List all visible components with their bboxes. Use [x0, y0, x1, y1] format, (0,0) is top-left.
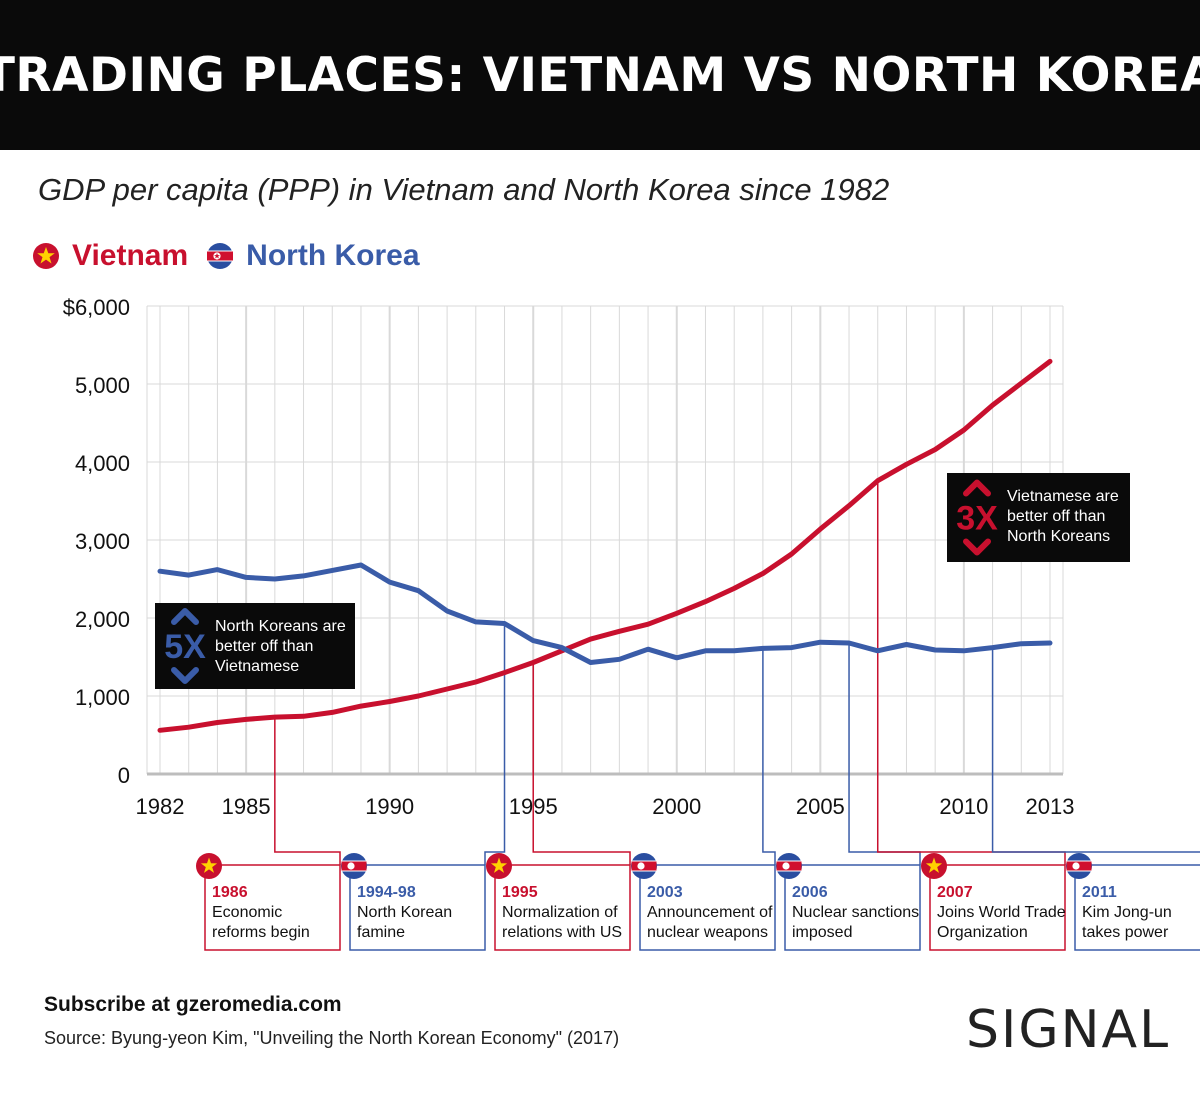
- arrow-down-icon: [963, 538, 991, 556]
- event-description-line: North Korean: [357, 904, 452, 921]
- grid: [146, 305, 1064, 774]
- source-text: Source: Byung-yeon Kim, "Unveiling the N…: [44, 1028, 620, 1048]
- flag-white-disc: [637, 862, 645, 870]
- callout-background: [947, 473, 1130, 562]
- legend-label-vietnam: Vietnam: [72, 239, 189, 272]
- event-box-1994-98: 1994-98 North Korean famine: [341, 853, 486, 951]
- x-tick-label: 2010: [939, 794, 988, 819]
- event-connector-1986: [274, 717, 341, 865]
- event-connector-2006: [848, 642, 921, 865]
- arrow-up-icon: [963, 479, 991, 497]
- chart-subtitle: GDP per capita (PPP) in Vietnam and Nort…: [38, 172, 890, 207]
- vietnam-star-icon: [490, 857, 508, 873]
- legend-label-north-korea: North Korea: [246, 239, 420, 272]
- event-box-border: [349, 864, 486, 951]
- y-tick-label: 2,000: [75, 607, 130, 632]
- event-description-line: nuclear weapons: [647, 924, 768, 941]
- event-year: 1994-98: [357, 884, 416, 901]
- event-box-1995: 1995 Normalization of relations with US: [486, 853, 631, 951]
- event-description-line: Normalization of: [502, 904, 618, 921]
- event-description-line: relations with US: [502, 924, 622, 941]
- event-description-line: Announcement of: [647, 904, 773, 921]
- event-year: 2007: [937, 884, 973, 901]
- x-tick-label: 1982: [136, 794, 185, 819]
- y-tick-label: 3,000: [75, 529, 130, 554]
- page-title: TRADING PLACES: VIETNAM VS NORTH KOREA: [0, 47, 1200, 103]
- event-description-line: Nuclear sanctions: [792, 904, 919, 921]
- event-description-line: imposed: [792, 924, 852, 941]
- event-box-2003: 2003 Announcement of nuclear weapons: [631, 853, 776, 951]
- event-connector-2011: [991, 647, 1200, 853]
- flag-white-disc: [347, 862, 355, 870]
- flag-white-disc: [1072, 862, 1080, 870]
- event-description-line: Organization: [937, 924, 1028, 941]
- event-box-1986: 1986 Economic reforms begin: [196, 853, 341, 951]
- callout-text-line: Vietnamese are: [1007, 488, 1119, 505]
- arrow-down-icon: [171, 667, 199, 684]
- event-box-border: [639, 864, 776, 951]
- event-year: 2006: [792, 884, 828, 901]
- callout-box: 5X North Koreans are better off than Vietna…: [155, 603, 355, 689]
- event-box-border: [204, 864, 341, 951]
- event-box-border: [784, 864, 921, 951]
- north-korea-flag-icon: [1066, 853, 1092, 879]
- event-description-line: Kim Jong-un: [1082, 904, 1172, 921]
- flag-white-disc: [782, 862, 790, 870]
- callout-text-line: North Koreans: [1007, 528, 1110, 545]
- event-connector-1995: [532, 662, 631, 865]
- legend: Vietnam North Korea: [32, 236, 438, 276]
- series-line-north-korea: [157, 562, 1053, 665]
- event-description-line: famine: [357, 924, 405, 941]
- event-box-border: [494, 864, 631, 951]
- y-tick-label: 4,000: [75, 451, 130, 476]
- arrow-up-icon: [171, 608, 199, 625]
- legend-item-vietnam: Vietnam: [32, 239, 188, 273]
- legend-item-north-korea: North Korea: [206, 239, 420, 273]
- subscribe-text: Subscribe at gzeromedia.com: [44, 993, 342, 1016]
- event-year: 2011: [1082, 884, 1117, 901]
- event-description-line: takes power: [1082, 924, 1169, 941]
- signal-logo: SIGNAL: [966, 1000, 1171, 1060]
- vietnam-star-icon: [200, 857, 218, 873]
- event-year: 1986: [212, 884, 248, 901]
- callout-box: 3X Vietnamese are better off than North Kor…: [947, 473, 1130, 562]
- event-description-line: reforms begin: [212, 924, 310, 941]
- y-tick-label: 0: [118, 763, 130, 788]
- callout-text-line: better off than: [215, 638, 313, 655]
- x-tick-label: 1985: [222, 794, 271, 819]
- north-korea-flag-icon: [207, 243, 234, 269]
- event-connector-2003: [762, 648, 776, 865]
- north-korea-flag-icon: [776, 853, 802, 879]
- event-box-2011: 2011 Kim Jong-un takes power: [1066, 853, 1200, 951]
- y-tick-label: $6,000: [63, 295, 130, 320]
- event-description-line: Joins World Trade: [937, 904, 1066, 921]
- event-box-2007: 2007 Joins World Trade Organization: [921, 853, 1066, 951]
- event-connector-1994-98: [484, 623, 506, 865]
- event-box-border: [929, 864, 1066, 951]
- event-year: 2003: [647, 884, 683, 901]
- event-year: 1995: [502, 884, 538, 901]
- event-description-line: Economic: [212, 904, 282, 921]
- callout-multiplier: 5X: [164, 628, 206, 666]
- vietnam-star-icon: [925, 857, 943, 873]
- title-banner: TRADING PLACES: VIETNAM VS NORTH KOREA: [0, 0, 1200, 150]
- callout-text-line: North Koreans are: [215, 618, 346, 635]
- callout-text-line: Vietnamese: [215, 658, 299, 675]
- vietnam-flag-icon: [33, 243, 59, 269]
- callout-text-line: better off than: [1007, 508, 1105, 525]
- callout-multiplier: 3X: [956, 500, 998, 538]
- x-tick-label: 2000: [652, 794, 701, 819]
- series-line-vietnam: [157, 358, 1053, 733]
- event-connector-2007: [876, 480, 1066, 865]
- event-box-border: [1074, 864, 1200, 951]
- y-tick-label: 1,000: [75, 685, 130, 710]
- north-korea-flag-icon: [341, 853, 367, 879]
- x-tick-label: 2005: [796, 794, 845, 819]
- event-box-2006: 2006 Nuclear sanctions imposed: [776, 853, 921, 951]
- x-tick-label: 2013: [1026, 794, 1075, 819]
- north-korea-flag-icon: [631, 853, 657, 879]
- y-tick-label: 5,000: [75, 373, 130, 398]
- x-tick-label: 1990: [365, 794, 414, 819]
